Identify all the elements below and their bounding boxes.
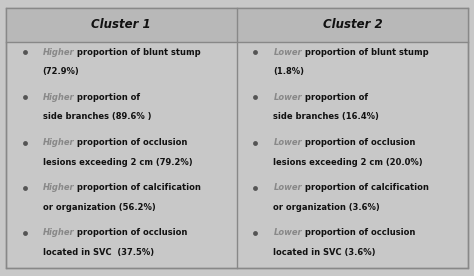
Text: Higher: Higher [43,138,74,147]
Text: lesions exceeding 2 cm (79.2%): lesions exceeding 2 cm (79.2%) [43,158,192,166]
Bar [237,8,468,42]
Text: located in SVC  (37.5%): located in SVC (37.5%) [43,248,154,257]
Text: side branches (16.4%): side branches (16.4%) [273,112,379,121]
Text: (1.8%): (1.8%) [273,67,304,76]
Text: Higher: Higher [43,229,74,237]
Text: Higher: Higher [43,183,74,192]
Text: side branches (89.6% ): side branches (89.6% ) [43,112,151,121]
Text: lesions exceeding 2 cm (20.0%): lesions exceeding 2 cm (20.0%) [273,158,423,166]
Text: proportion of occlusion: proportion of occlusion [302,229,416,237]
Text: Higher: Higher [43,48,74,57]
Text: proportion of occlusion: proportion of occlusion [74,138,188,147]
Text: proportion of: proportion of [74,93,140,102]
Bar [6,8,237,42]
Text: Lower: Lower [273,229,302,237]
Text: proportion of occlusion: proportion of occlusion [74,229,188,237]
Text: or organization (56.2%): or organization (56.2%) [43,203,155,212]
Text: Lower: Lower [273,138,302,147]
Text: Cluster 1: Cluster 1 [91,18,151,31]
Text: Lower: Lower [273,183,302,192]
Text: (72.9%): (72.9%) [43,67,80,76]
Text: proportion of blunt stump: proportion of blunt stump [302,48,429,57]
Text: proportion of: proportion of [302,93,368,102]
Text: proportion of blunt stump: proportion of blunt stump [74,48,201,57]
Text: Lower: Lower [273,48,302,57]
Text: proportion of calcification: proportion of calcification [302,183,429,192]
Text: proportion of occlusion: proportion of occlusion [302,138,416,147]
Text: Higher: Higher [43,93,74,102]
Text: located in SVC (3.6%): located in SVC (3.6%) [273,248,376,257]
Text: or organization (3.6%): or organization (3.6%) [273,203,380,212]
Text: Cluster 2: Cluster 2 [323,18,382,31]
Text: Lower: Lower [273,93,302,102]
Text: proportion of calcification: proportion of calcification [74,183,201,192]
